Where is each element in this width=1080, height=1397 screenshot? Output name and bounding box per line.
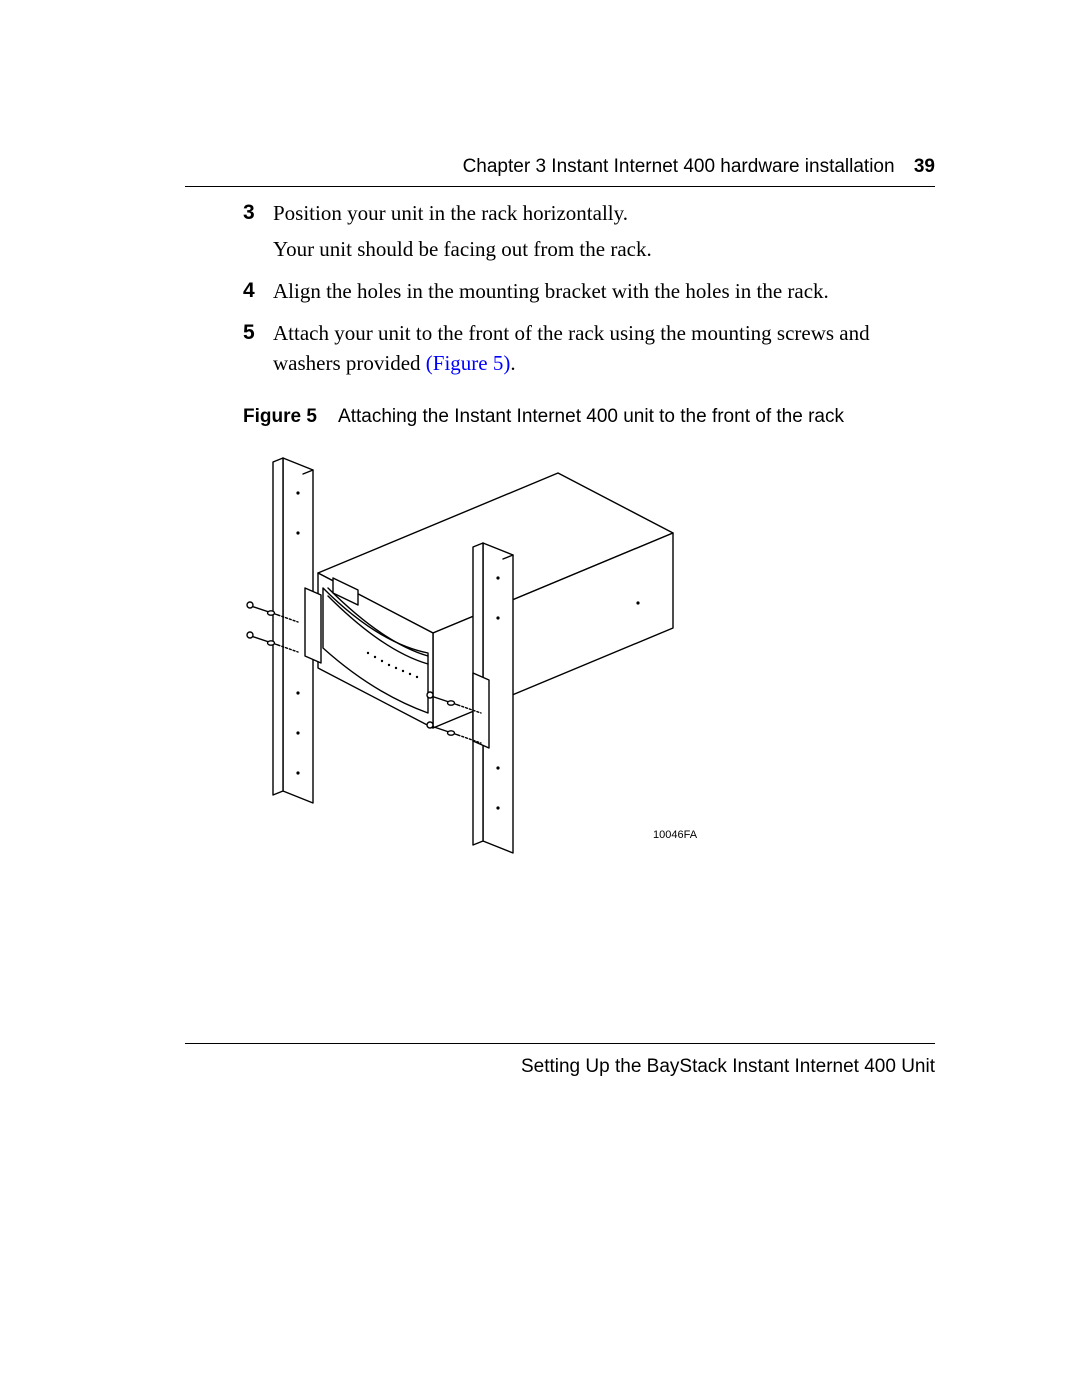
step-text: Align the holes in the mounting bracket … xyxy=(273,276,935,306)
content-area: 3 Position your unit in the rack horizon… xyxy=(243,198,935,863)
page-number: 39 xyxy=(914,156,935,177)
figure: 10046FA xyxy=(243,438,935,863)
step-body: Position your unit in the rack horizonta… xyxy=(273,198,935,270)
chapter-title: Chapter 3 Instant Internet 400 hardware … xyxy=(463,156,895,177)
step-text-prefix: Attach your unit to the front of the rac… xyxy=(273,321,870,375)
step-text: Your unit should be facing out from the … xyxy=(273,234,935,264)
footer-text: Setting Up the BayStack Instant Internet… xyxy=(521,1056,935,1077)
drawing-code: 10046FA xyxy=(653,829,698,841)
step-text: Position your unit in the rack horizonta… xyxy=(273,198,935,228)
step-5: 5 Attach your unit to the front of the r… xyxy=(243,318,935,384)
step-number: 5 xyxy=(243,318,273,348)
page-footer: Setting Up the BayStack Instant Internet… xyxy=(185,1043,935,1078)
step-text-suffix: . xyxy=(510,351,515,375)
step-number: 4 xyxy=(243,276,273,306)
step-4: 4 Align the holes in the mounting bracke… xyxy=(243,276,935,312)
step-body: Align the holes in the mounting bracket … xyxy=(273,276,935,312)
page-header: Chapter 3 Instant Internet 400 hardware … xyxy=(185,156,935,187)
step-number: 3 xyxy=(243,198,273,228)
figure-caption-text: Attaching the Instant Internet 400 unit … xyxy=(338,406,844,427)
figure-label: Figure 5 xyxy=(243,406,317,427)
rack-mount-diagram: 10046FA xyxy=(243,438,698,858)
figure-caption-text xyxy=(322,406,338,427)
page: Chapter 3 Instant Internet 400 hardware … xyxy=(0,0,1080,1397)
step-body: Attach your unit to the front of the rac… xyxy=(273,318,935,384)
step-text: Attach your unit to the front of the rac… xyxy=(273,318,935,378)
figure-caption: Figure 5 Attaching the Instant Internet … xyxy=(243,406,935,428)
step-3: 3 Position your unit in the rack horizon… xyxy=(243,198,935,270)
figure-reference-link[interactable]: (Figure 5) xyxy=(426,351,511,375)
